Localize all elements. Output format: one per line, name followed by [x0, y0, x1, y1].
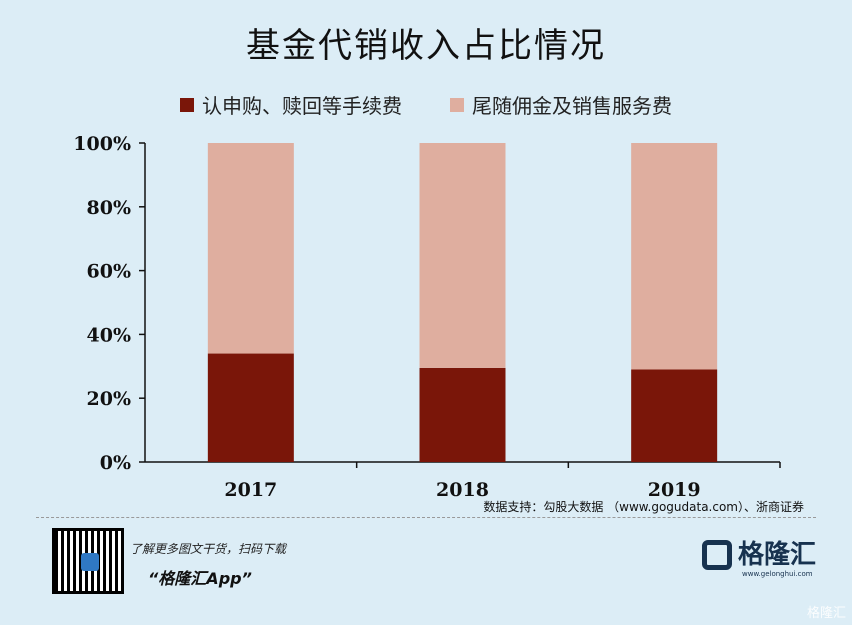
x-tick-label: 2017 [224, 479, 277, 501]
legend: 认申购、赎回等手续费 尾随佣金及销售服务费 [0, 90, 852, 119]
brand-g-icon [702, 540, 732, 570]
brand-url: www.gelonghui.com [742, 570, 813, 578]
bar-segment-2019-s0 [631, 369, 718, 462]
corner-watermark: 格隆汇 [806, 606, 846, 621]
y-tick-label: 60% [87, 261, 132, 283]
legend-swatch-fees [180, 97, 194, 112]
y-tick-label: 100% [73, 133, 131, 155]
bar-segment-2017-s0 [207, 353, 294, 462]
qr-code [52, 528, 124, 594]
source-note: 数据支持：勾股大数据 （www.gogudata.com）、浙商证券 [483, 500, 804, 514]
chart-title: 基金代销收入占比情况 [246, 26, 606, 66]
promo-app-name: “格隆汇App” [148, 569, 252, 588]
legend-item-fees: 认申购、赎回等手续费 [180, 90, 402, 119]
legend-label-fees: 认申购、赎回等手续费 [202, 94, 402, 118]
legend-item-trailing: 尾随佣金及销售服务费 [450, 90, 672, 119]
bar-segment-2018-s1 [419, 143, 506, 368]
qr-logo-icon [81, 553, 99, 571]
brand-name: 格隆汇 [738, 540, 817, 570]
bar-chart: 0% 20% 40% 60% 80% 100% 2017 2018 2019 [73, 133, 781, 501]
y-tick-label: 20% [87, 388, 132, 410]
bar-segment-2019-s1 [631, 143, 718, 370]
y-tick-label: 80% [87, 197, 132, 219]
brand-logo: 格隆汇 [702, 540, 816, 570]
y-tick-label: 0% [100, 452, 131, 474]
x-tick-label: 2019 [648, 479, 701, 501]
bar-segment-2017-s1 [207, 143, 294, 354]
legend-label-trailing: 尾随佣金及销售服务费 [472, 94, 672, 118]
x-tick-label: 2018 [436, 479, 489, 501]
bar-segment-2018-s0 [419, 367, 506, 462]
divider [36, 517, 816, 518]
promo-text: 了解更多图文干货，扫码下载 [130, 542, 287, 556]
legend-swatch-trailing [450, 97, 464, 112]
y-tick-label: 40% [87, 324, 132, 346]
